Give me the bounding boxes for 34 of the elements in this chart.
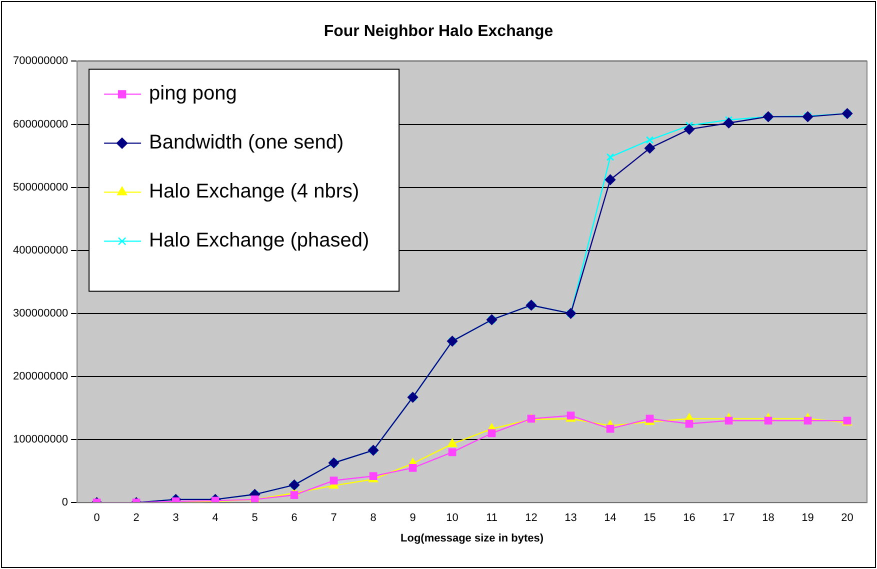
x-tick-label: 15 — [644, 512, 656, 524]
x-tick-label: 7 — [330, 512, 337, 524]
x-tick-label: 13 — [564, 512, 577, 524]
y-tick-label: 700000000 — [12, 55, 68, 68]
y-tick-label: 500000000 — [12, 181, 68, 194]
y-tick-label: 100000000 — [12, 434, 68, 446]
x-tick-label: 14 — [604, 512, 616, 524]
chart-title: Four Neighbor Halo Exchange — [324, 23, 554, 40]
x-tick-label: 6 — [291, 512, 298, 524]
x-tick-label: 4 — [212, 512, 218, 524]
x-tick-label: 12 — [525, 512, 538, 524]
y-tick-label: 600000000 — [12, 118, 68, 130]
y-tick-label: 300000000 — [12, 307, 68, 320]
x-tick-label: 2 — [133, 512, 140, 524]
legend-label: Bandwidth (one send) — [149, 132, 344, 154]
x-axis-title: Log(message size in bytes) — [400, 532, 544, 544]
x-tick-label: 16 — [683, 512, 696, 524]
legend-label: Halo Exchange (phased) — [149, 230, 370, 252]
x-tick-label: 0 — [94, 512, 100, 524]
x-tick-label: 8 — [370, 512, 376, 524]
y-tick-label: 200000000 — [12, 370, 68, 383]
legend-label: ping pong — [149, 82, 237, 105]
x-tick-label: 19 — [802, 512, 814, 524]
y-tick-label: 400000000 — [12, 244, 68, 256]
x-tick-label: 5 — [252, 512, 258, 524]
legend-label: Halo Exchange (4 nbrs) — [149, 180, 360, 203]
x-tick-label: 10 — [446, 512, 458, 524]
x-tick-label: 17 — [722, 512, 735, 524]
x-tick-label: 3 — [172, 512, 179, 524]
x-tick-label: 9 — [410, 512, 416, 524]
x-tick-label: 11 — [486, 512, 498, 524]
y-tick-label: 0 — [62, 496, 68, 509]
x-tick-label: 18 — [762, 512, 774, 524]
x-tick-label: 20 — [841, 512, 854, 524]
